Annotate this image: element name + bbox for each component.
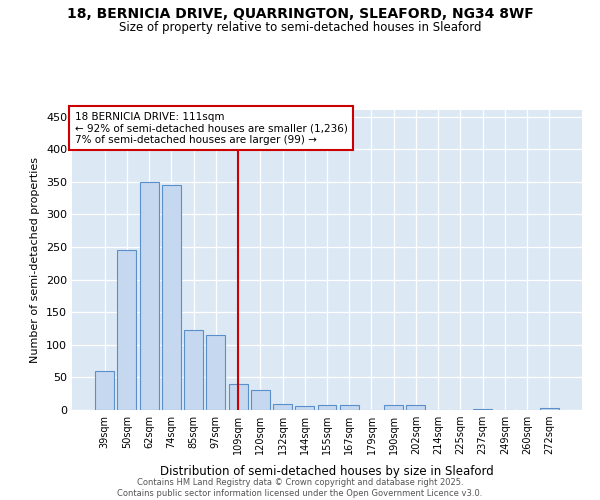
Bar — [229, 384, 248, 410]
Bar — [340, 406, 359, 410]
Bar — [118, 250, 136, 410]
Bar — [206, 335, 225, 410]
Bar — [317, 406, 337, 410]
Bar — [95, 371, 114, 410]
Bar — [251, 390, 270, 410]
Bar — [273, 404, 292, 410]
Bar — [406, 405, 425, 410]
Bar — [295, 406, 314, 410]
Text: 18 BERNICIA DRIVE: 111sqm
← 92% of semi-detached houses are smaller (1,236)
7% o: 18 BERNICIA DRIVE: 111sqm ← 92% of semi-… — [74, 112, 347, 144]
Bar — [184, 330, 203, 410]
Bar — [384, 405, 403, 410]
Text: 18, BERNICIA DRIVE, QUARRINGTON, SLEAFORD, NG34 8WF: 18, BERNICIA DRIVE, QUARRINGTON, SLEAFOR… — [67, 8, 533, 22]
Bar — [140, 182, 158, 410]
X-axis label: Distribution of semi-detached houses by size in Sleaford: Distribution of semi-detached houses by … — [160, 466, 494, 478]
Text: Size of property relative to semi-detached houses in Sleaford: Size of property relative to semi-detach… — [119, 21, 481, 34]
Bar — [473, 408, 492, 410]
Y-axis label: Number of semi-detached properties: Number of semi-detached properties — [31, 157, 40, 363]
Bar — [540, 408, 559, 410]
Bar — [162, 185, 181, 410]
Text: Contains HM Land Registry data © Crown copyright and database right 2025.
Contai: Contains HM Land Registry data © Crown c… — [118, 478, 482, 498]
